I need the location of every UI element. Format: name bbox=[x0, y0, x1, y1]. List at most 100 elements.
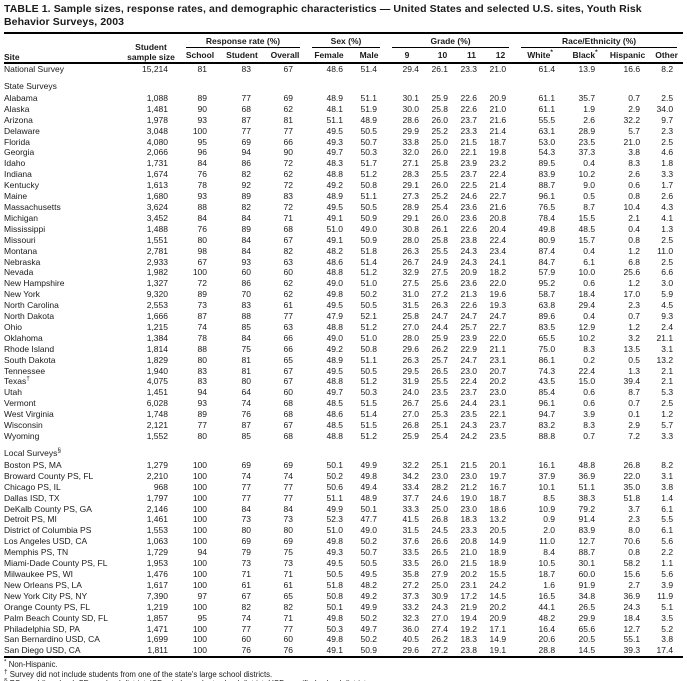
value-cell: 31.5 bbox=[402, 525, 420, 536]
value-cell: 80 bbox=[197, 234, 207, 245]
value-cell: 17.1 bbox=[489, 623, 507, 634]
value-cell: 49.7 bbox=[326, 147, 344, 158]
value-cell: 63.1 bbox=[538, 125, 556, 136]
value-cell: 25.4 bbox=[431, 431, 449, 441]
value-cell: 61.1 bbox=[538, 92, 556, 103]
value-cell: 21.0 bbox=[489, 64, 507, 74]
table-row-detroit-ps-mi: Detroit PS, MI 1,461 100 73 73 52.3 47.7 41.5 26… bbox=[4, 514, 683, 525]
value-cell: 67 bbox=[283, 376, 294, 387]
value-cell: 48.8 bbox=[326, 376, 344, 387]
value-cell: 49.0 bbox=[326, 278, 344, 289]
value-cell: 50.7 bbox=[360, 136, 378, 147]
value-cell: 3.3 bbox=[661, 431, 674, 441]
site-name: Georgia bbox=[4, 147, 35, 158]
value-cell: 50.9 bbox=[360, 645, 378, 656]
value-cell: 65 bbox=[283, 590, 294, 601]
value-cell: 18.3 bbox=[460, 634, 478, 645]
value-cell: 22.5 bbox=[460, 180, 478, 191]
group-header-label: Race/Ethnicity (%) bbox=[521, 36, 678, 48]
table-row-west-virginia: West Virginia 1,748 89 76 68 48.6 51.4 27.0 25.3… bbox=[4, 409, 683, 420]
value-cell: 49.1 bbox=[326, 645, 344, 656]
value-cell: 72 bbox=[197, 278, 207, 289]
value-cell: 34.0 bbox=[656, 103, 674, 114]
footnote-marker: * bbox=[595, 49, 598, 57]
value-cell: 2.5 bbox=[661, 92, 674, 103]
site-name: New Orleans PS, LA bbox=[4, 579, 82, 590]
value-cell: 80 bbox=[241, 525, 251, 536]
value-cell: 15.5 bbox=[578, 212, 596, 223]
value-cell: 1.8 bbox=[661, 158, 674, 169]
value-cell: 24.3 bbox=[431, 601, 449, 612]
value-cell: 51.4 bbox=[360, 64, 378, 74]
value-cell: 75 bbox=[241, 343, 251, 354]
value-cell: 51.7 bbox=[360, 158, 378, 169]
site-name: Nevada bbox=[4, 267, 34, 278]
value-cell: 49.5 bbox=[360, 568, 378, 579]
value-cell: 8.4 bbox=[543, 547, 556, 558]
value-cell: 21.0 bbox=[460, 547, 478, 558]
value-cell: 73 bbox=[241, 558, 251, 569]
value-cell: 28.8 bbox=[538, 645, 556, 656]
value-cell: 74 bbox=[241, 470, 251, 481]
col-header-black: Black* bbox=[572, 49, 598, 60]
value-cell: 51.1 bbox=[360, 354, 378, 365]
value-cell: 0.1 bbox=[628, 409, 641, 420]
value-cell: 27.2 bbox=[431, 289, 449, 300]
value-cell: 69 bbox=[283, 536, 294, 547]
table-row-wisconsin: Wisconsin 2,121 77 87 67 48.5 51.5 26.8 25.1 24.3… bbox=[4, 420, 683, 431]
value-cell: 80 bbox=[197, 431, 207, 441]
footnote-marker: † bbox=[4, 668, 8, 676]
footnote: § PS = public school, SD = school distri… bbox=[4, 678, 683, 681]
value-cell: 24.7 bbox=[489, 311, 507, 322]
value-cell: 73 bbox=[283, 558, 294, 569]
value-cell: 2.5 bbox=[661, 256, 674, 267]
value-cell: 37.3 bbox=[402, 590, 420, 601]
table-row-orange-county-ps-fl: Orange County PS, FL 1,219 100 82 82 50.1 49.9… bbox=[4, 602, 683, 613]
value-cell: 10.4 bbox=[623, 201, 641, 212]
value-cell: 51.4 bbox=[360, 256, 378, 267]
value-cell: 51.0 bbox=[326, 223, 344, 234]
value-cell: 48.9 bbox=[360, 492, 378, 503]
value-cell: 81 bbox=[197, 64, 207, 74]
table-row-michigan: Michigan 3,452 84 84 71 49.1 50.9 29.1 26.0 23.6 2… bbox=[4, 213, 683, 224]
col-header-other: Other bbox=[655, 50, 678, 60]
value-cell: 25.2 bbox=[431, 191, 449, 202]
value-cell: 60 bbox=[283, 387, 294, 398]
value-cell: 48.9 bbox=[326, 92, 344, 103]
value-cell: 4,080 bbox=[146, 136, 168, 147]
value-cell: 71 bbox=[283, 212, 294, 223]
value-cell: 49.9 bbox=[360, 459, 378, 470]
value-cell: 1,953 bbox=[146, 558, 168, 569]
table-row-oklahoma: Oklahoma 1,384 78 84 66 49.0 51.0 28.0 25.9 23.9 2… bbox=[4, 333, 683, 344]
value-cell: 50.5 bbox=[360, 558, 378, 569]
site-name: Alabama bbox=[4, 92, 38, 103]
value-cell: 1,857 bbox=[146, 612, 168, 623]
col-header-school: School bbox=[185, 50, 215, 60]
value-cell: 75.0 bbox=[538, 343, 556, 354]
value-cell: 19.3 bbox=[489, 300, 507, 311]
value-cell: 48.5 bbox=[326, 420, 344, 431]
value-cell: 24.7 bbox=[460, 311, 478, 322]
value-cell: 83 bbox=[197, 376, 207, 387]
value-cell: 18.9 bbox=[489, 547, 507, 558]
value-cell: 21.4 bbox=[489, 125, 507, 136]
value-cell: 18.7 bbox=[489, 136, 507, 147]
value-cell: 48.8 bbox=[578, 459, 596, 470]
value-cell: 78 bbox=[197, 180, 207, 191]
value-cell: 84 bbox=[283, 503, 294, 514]
col-header-hispanic: Hispanic bbox=[609, 50, 646, 60]
value-cell: 1,451 bbox=[146, 387, 168, 398]
value-cell: 49.8 bbox=[326, 634, 344, 645]
value-cell: 47.9 bbox=[326, 311, 344, 322]
value-cell: 1,552 bbox=[146, 431, 168, 441]
value-cell: 83.2 bbox=[538, 420, 556, 431]
value-cell: 50.6 bbox=[326, 481, 344, 492]
value-cell: 100 bbox=[192, 492, 207, 503]
value-cell: 50.1 bbox=[326, 601, 344, 612]
table-row-vermont: Vermont 6,028 93 74 68 48.5 51.5 26.7 25.6 24.4 23… bbox=[4, 398, 683, 409]
value-cell: 17.2 bbox=[460, 590, 478, 601]
site-name: South Dakota bbox=[4, 354, 56, 365]
value-cell: 87 bbox=[241, 114, 251, 125]
value-cell: 0.4 bbox=[628, 223, 641, 234]
value-cell: 21.5 bbox=[460, 558, 478, 569]
